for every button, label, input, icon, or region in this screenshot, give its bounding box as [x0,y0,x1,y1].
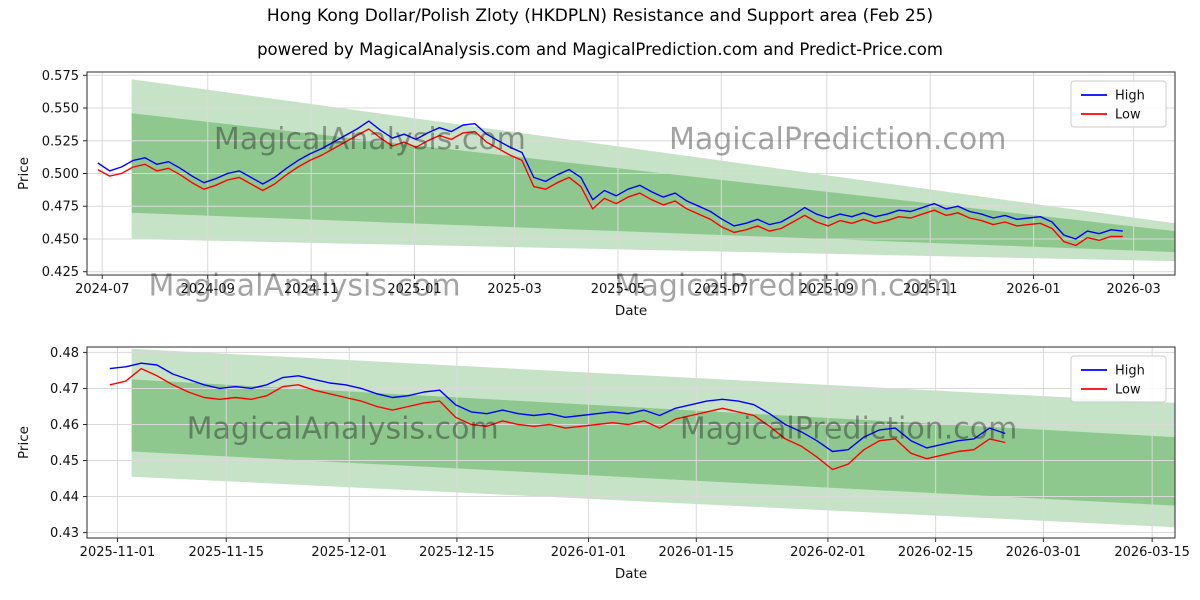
y-tick-label: 0.450 [42,232,79,247]
chart-subtitle: powered by MagicalAnalysis.com and Magic… [257,40,943,59]
plot-border [86,346,1176,539]
resistance-band-outer [131,348,1176,528]
watermark: MagicalAnalysis.com [187,412,499,447]
legend-box [1070,80,1167,128]
x-tick-label: 2024-09 [181,282,235,297]
x-tick-label: 2025-11-01 [80,545,156,560]
y-tick-label: 0.43 [50,526,79,541]
y-tick-label: 0.48 [50,346,79,361]
x-axis-label: Date [615,303,647,319]
y-tick-label: 0.550 [42,102,79,117]
x-tick-label: 2026-01 [1006,282,1060,297]
y-tick-label: 0.500 [42,167,79,182]
x-tick-label: 2025-07 [694,282,748,297]
y-tick-label: 0.525 [42,134,79,149]
watermark: MagicalAnalysis.com [214,122,526,157]
watermark: MagicalPrediction.com [669,122,1007,157]
x-tick-label: 2026-01-01 [551,545,627,560]
main-price-chart: 2024-07 2024-09 2024-11 2025-01 2025-03 2025-… [16,69,1176,319]
x-tick-label: 2024-11 [284,282,338,297]
x-tick-label: 2025-09 [800,282,854,297]
watermark: MagicalPrediction.com [615,268,953,303]
y-axis-label: Price [16,426,32,459]
legend-label: Low [1115,383,1141,398]
x-tick-label: 2025-12-01 [311,545,387,560]
x-tick-label: 2025-11-15 [188,545,264,560]
legend-box [1070,355,1167,403]
x-tick-label: 2026-03-01 [1006,545,1082,560]
legend-label: High [1115,89,1145,104]
zoomed-price-chart: 2025-11-01 2025-11-15 2025-12-01 2025-12-15… [16,346,1190,582]
x-axis-label: Date [615,566,647,582]
y-tick-label: 0.425 [42,265,79,280]
watermark: MagicalAnalysis.com [149,268,461,303]
y-tick-label: 0.47 [50,382,79,397]
x-tick-label: 2025-05 [591,282,645,297]
x-tick-label: 2026-02-15 [898,545,974,560]
x-tick-label: 2025-01 [387,282,441,297]
high-line [97,120,1123,240]
x-tick-label: 2025-12-15 [419,545,495,560]
low-line [97,128,1123,247]
y-tick-label: 0.46 [50,418,79,433]
legend-label: Low [1115,108,1141,123]
resistance-band-inner [131,379,1176,506]
x-tick-label: 2025-03 [487,282,541,297]
x-tick-label: 2026-03-15 [1114,545,1190,560]
chart-title: Hong Kong Dollar/Polish Zloty (HKDPLN) R… [266,6,934,26]
x-tick-label: 2024-07 [75,282,129,297]
resistance-band-outer [131,79,1176,262]
x-tick-label: 2025-11 [903,282,957,297]
y-tick-label: 0.475 [42,200,79,215]
x-tick-label: 2026-01-15 [658,545,734,560]
y-tick-label: 0.44 [50,490,79,505]
y-tick-label: 0.45 [50,454,79,469]
watermark: MagicalPrediction.com [680,412,1018,447]
y-tick-label: 0.575 [42,69,79,84]
low-line [109,367,1006,471]
high-line [109,362,1006,453]
y-axis-label: Price [16,157,32,190]
legend-label: High [1115,364,1145,379]
x-tick-label: 2026-02-01 [790,545,866,560]
x-tick-label: 2026-03 [1106,282,1160,297]
